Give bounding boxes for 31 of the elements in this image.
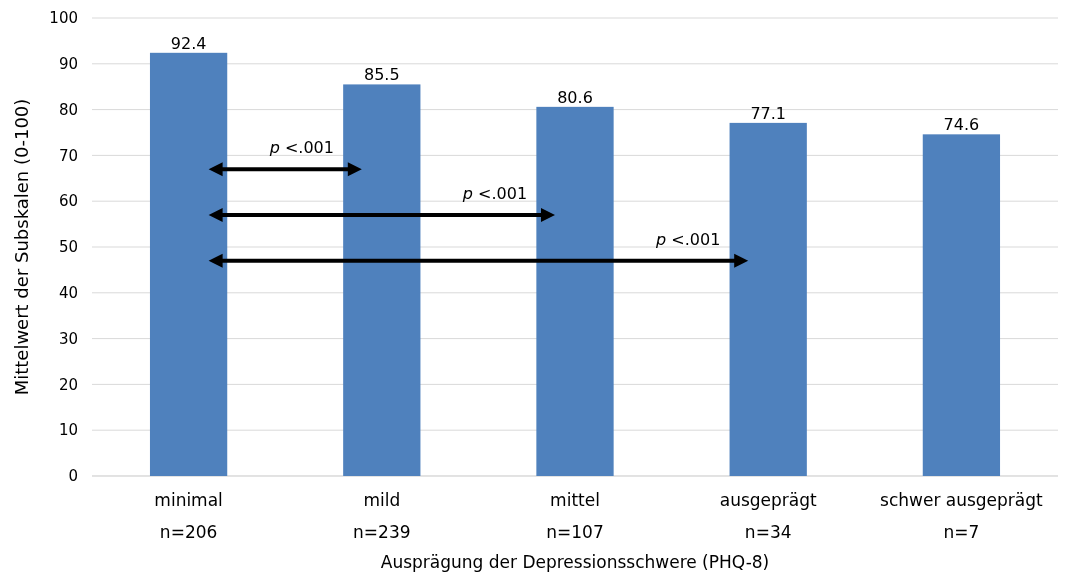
annotation: p <.001 [655,229,721,249]
bar [729,122,807,476]
y-tick-label: 70 [58,146,78,165]
y-tick-label: 90 [58,55,78,74]
data-label: 85.5 [363,65,400,85]
data-label: 74.6 [943,115,980,135]
x-tick-label: minimal n=206 [154,490,223,542]
x-axis-title: Ausprägung der Depressionsschwere (PHQ-8) [380,552,770,572]
x-tick-label: mittel n=107 [546,490,604,542]
y-tick-label: 30 [58,329,78,348]
data-label: 77.1 [750,103,787,123]
annotation: p <.001 [268,138,334,158]
data-label: 80.6 [557,87,593,107]
x-tick-label: ausgeprägt n=34 [719,490,818,542]
annotation: p <.001 [461,183,528,203]
bar [343,84,421,476]
bar [922,134,1001,476]
y-tick-label: 20 [58,375,78,394]
bar [536,106,614,476]
data-label: 92.4 [170,33,207,53]
y-tick-label: 50 [58,238,78,257]
y-tick-label: 40 [58,284,78,303]
y-tick-label: 10 [58,421,78,440]
y-tick-label: 80 [58,100,78,119]
x-tick-label: schwer ausgeprägt n=7 [880,490,1044,542]
x-tick-label: mild n=239 [353,490,411,542]
y-axis-title: Mittelwert der Subskalen (0-100) [11,98,32,396]
y-tick-label: 100 [49,9,78,28]
y-tick-label: 0 [68,467,78,486]
bar [149,52,228,476]
y-tick-label: 60 [58,192,78,211]
